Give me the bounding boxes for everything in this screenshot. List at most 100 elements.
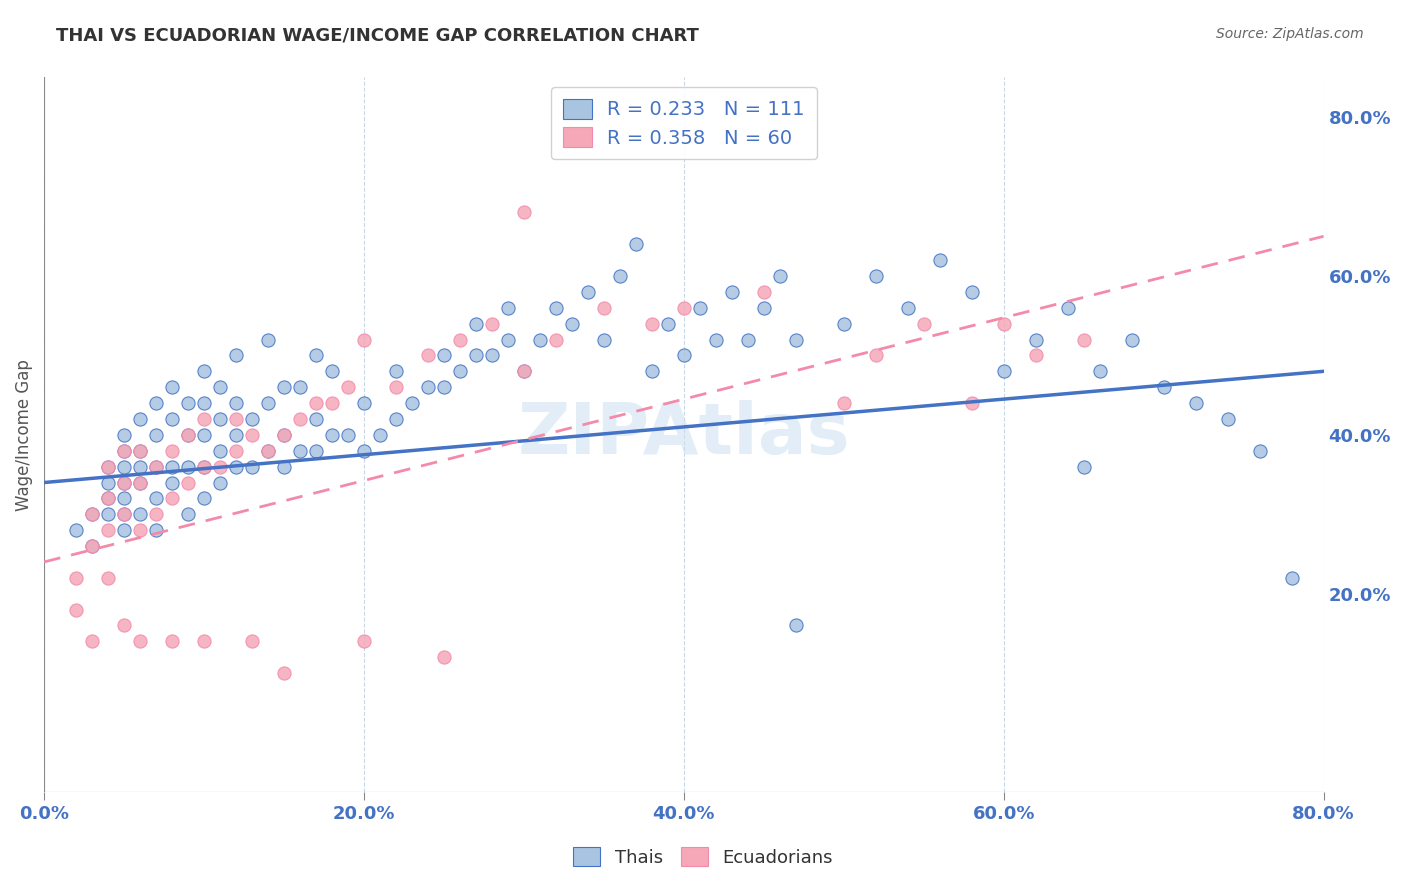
- Point: [225, 348, 247, 362]
- Point: [752, 301, 775, 315]
- Point: [145, 491, 167, 506]
- Point: [240, 428, 263, 442]
- Point: [1073, 459, 1095, 474]
- Point: [496, 333, 519, 347]
- Point: [704, 333, 727, 347]
- Point: [145, 508, 167, 522]
- Point: [129, 459, 152, 474]
- Point: [513, 364, 536, 378]
- Point: [97, 491, 120, 506]
- Point: [193, 491, 215, 506]
- Point: [641, 364, 664, 378]
- Point: [353, 396, 375, 410]
- Point: [433, 380, 456, 394]
- Point: [785, 618, 807, 632]
- Point: [97, 459, 120, 474]
- Point: [145, 396, 167, 410]
- Point: [208, 380, 231, 394]
- Point: [160, 380, 183, 394]
- Point: [641, 317, 664, 331]
- Point: [129, 443, 152, 458]
- Point: [449, 364, 471, 378]
- Legend: R = 0.233   N = 111, R = 0.358   N = 60: R = 0.233 N = 111, R = 0.358 N = 60: [551, 87, 817, 160]
- Point: [353, 443, 375, 458]
- Point: [737, 333, 759, 347]
- Point: [80, 539, 103, 553]
- Point: [112, 428, 135, 442]
- Point: [112, 443, 135, 458]
- Point: [160, 475, 183, 490]
- Point: [112, 459, 135, 474]
- Point: [112, 508, 135, 522]
- Point: [385, 380, 408, 394]
- Point: [672, 348, 695, 362]
- Point: [353, 333, 375, 347]
- Point: [305, 348, 328, 362]
- Point: [720, 285, 742, 299]
- Point: [97, 571, 120, 585]
- Point: [97, 491, 120, 506]
- Point: [177, 428, 200, 442]
- Point: [129, 475, 152, 490]
- Point: [225, 459, 247, 474]
- Point: [1249, 443, 1271, 458]
- Point: [897, 301, 920, 315]
- Point: [193, 634, 215, 648]
- Point: [321, 364, 343, 378]
- Point: [592, 301, 614, 315]
- Point: [993, 364, 1015, 378]
- Point: [288, 443, 311, 458]
- Point: [80, 508, 103, 522]
- Point: [112, 475, 135, 490]
- Point: [385, 412, 408, 426]
- Point: [496, 301, 519, 315]
- Point: [449, 333, 471, 347]
- Point: [481, 348, 503, 362]
- Text: ZIPAtlas: ZIPAtlas: [517, 401, 851, 469]
- Text: Source: ZipAtlas.com: Source: ZipAtlas.com: [1216, 27, 1364, 41]
- Point: [97, 475, 120, 490]
- Point: [65, 602, 87, 616]
- Point: [305, 412, 328, 426]
- Point: [273, 459, 295, 474]
- Point: [97, 459, 120, 474]
- Point: [273, 428, 295, 442]
- Point: [752, 285, 775, 299]
- Point: [336, 380, 359, 394]
- Point: [385, 364, 408, 378]
- Point: [112, 443, 135, 458]
- Point: [1184, 396, 1206, 410]
- Point: [1121, 333, 1143, 347]
- Point: [464, 317, 486, 331]
- Point: [769, 268, 792, 283]
- Point: [1073, 333, 1095, 347]
- Point: [240, 634, 263, 648]
- Point: [353, 634, 375, 648]
- Point: [433, 650, 456, 665]
- Point: [433, 348, 456, 362]
- Point: [112, 618, 135, 632]
- Point: [80, 508, 103, 522]
- Point: [193, 364, 215, 378]
- Point: [865, 348, 887, 362]
- Point: [401, 396, 423, 410]
- Point: [305, 443, 328, 458]
- Point: [177, 428, 200, 442]
- Point: [576, 285, 599, 299]
- Point: [1025, 333, 1047, 347]
- Point: [1056, 301, 1078, 315]
- Point: [288, 380, 311, 394]
- Point: [160, 443, 183, 458]
- Point: [481, 317, 503, 331]
- Point: [177, 508, 200, 522]
- Point: [513, 205, 536, 219]
- Point: [960, 396, 983, 410]
- Point: [193, 428, 215, 442]
- Point: [145, 428, 167, 442]
- Point: [928, 253, 950, 268]
- Legend: Thais, Ecuadorians: Thais, Ecuadorians: [565, 840, 841, 874]
- Point: [129, 508, 152, 522]
- Point: [129, 412, 152, 426]
- Point: [193, 396, 215, 410]
- Point: [257, 443, 280, 458]
